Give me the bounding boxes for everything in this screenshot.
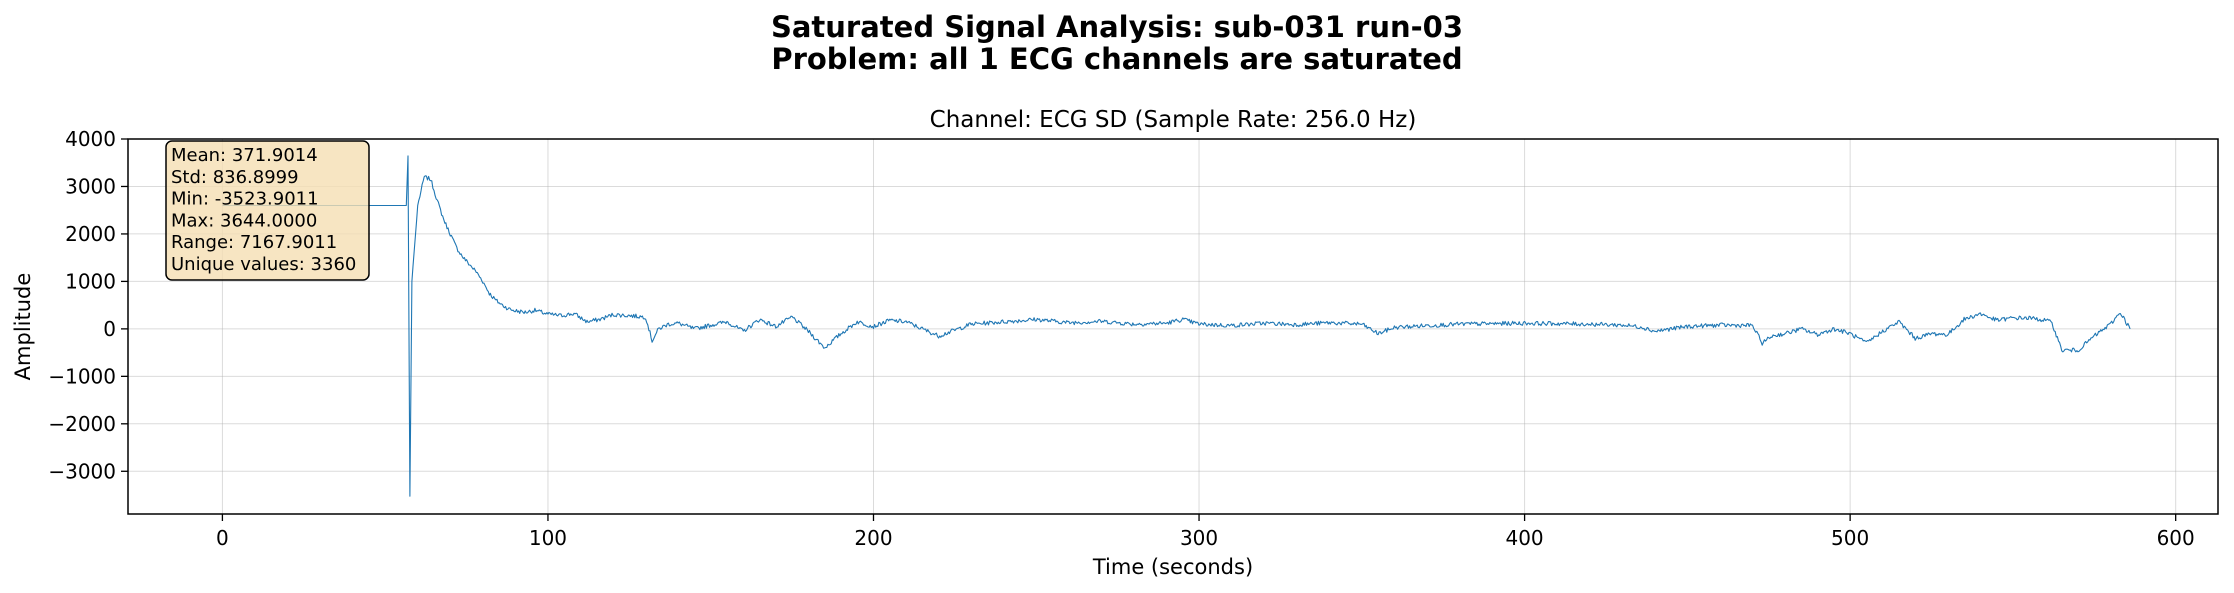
stats-line: Std: 836.8999 [171,167,299,188]
axes-frame [127,138,2219,515]
plot-title: Channel: ECG SD (Sample Rate: 256.0 Hz) [930,107,1417,133]
stats-line: Range: 7167.9011 [171,232,337,253]
ecg-signal-line [222,155,2131,497]
stats-line: Mean: 371.9014 [171,145,318,166]
stats-line: Min: -3523.9011 [171,189,319,210]
stats-line: Max: 3644.0000 [171,210,317,231]
x-tick-label: 400 [1505,526,1543,550]
figure-title-line-2: Problem: all 1 ECG channels are saturate… [771,42,1463,76]
x-tick-label: 100 [529,526,567,550]
x-axis-title: Time (seconds) [1092,555,1253,579]
y-tick-label: 3000 [65,174,116,198]
y-tick-label: −2000 [48,412,116,436]
tick-layer: 0 100 200 300 400 500 600 −3000 −2000 −1000 0 1000 2… [48,127,2194,550]
x-tick-label: 600 [2157,526,2195,550]
x-tick-label: 300 [1180,526,1218,550]
y-tick-label: 0 [103,317,116,341]
x-tick-label: 200 [854,526,892,550]
y-tick-label: 2000 [65,222,116,246]
y-tick-label: −3000 [48,459,116,483]
stats-box-background [165,140,370,281]
y-tick-label: 4000 [65,127,116,151]
y-tick-label: 1000 [65,269,116,293]
figure-title-line-1: Saturated Signal Analysis: sub-031 run-0… [770,10,1464,44]
x-tick-label: 0 [216,526,229,550]
x-tick-label: 500 [1831,526,1869,550]
stats-line: Unique values: 3360 [171,254,356,275]
y-tick-label: −1000 [48,364,116,388]
y-axis-title: Amplitude [11,273,35,381]
data-layer [222,155,2131,497]
